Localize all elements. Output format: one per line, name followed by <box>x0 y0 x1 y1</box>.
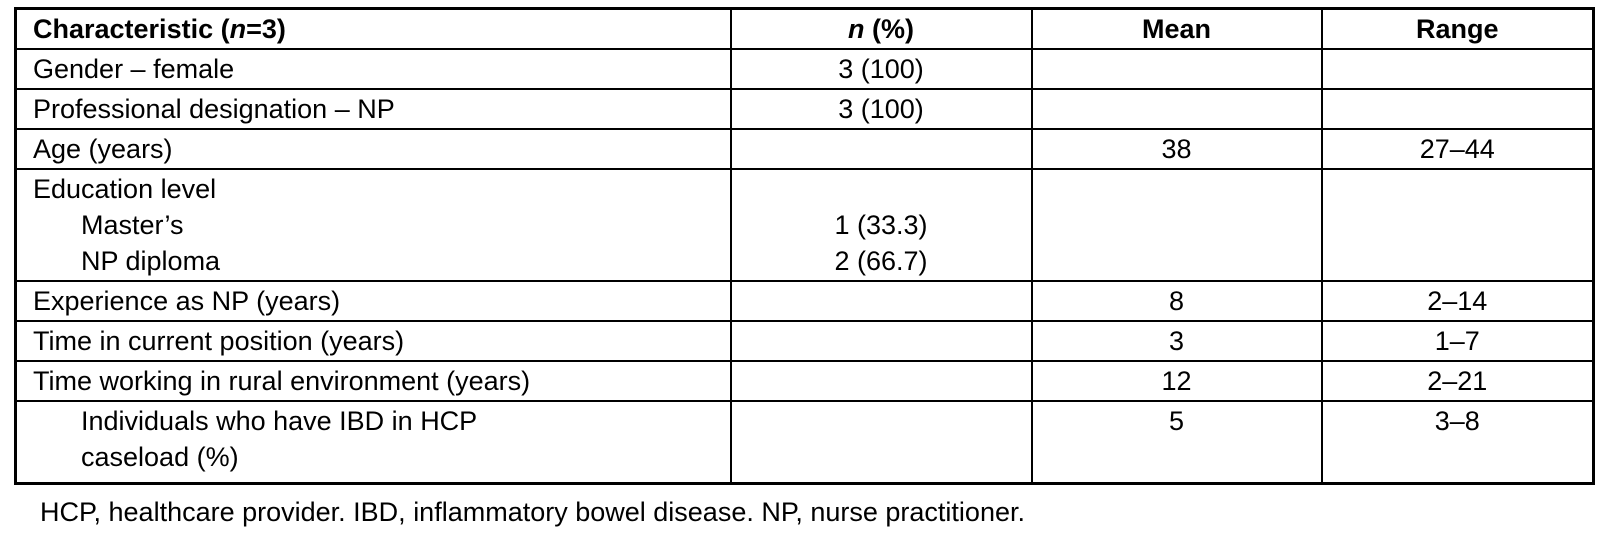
header-characteristic: Characteristic (n=3) <box>14 7 732 50</box>
gender-range-cell <box>1320 48 1595 90</box>
time-rural-range-cell: 2–21 <box>1320 360 1595 402</box>
education-np-diploma-n: 2 (66.7) <box>834 246 928 276</box>
row-age: Age (years) 38 27–44 <box>14 128 1595 170</box>
time-rural-label-cell: Time working in rural environment (years… <box>14 360 732 402</box>
time-position-n-cell <box>729 320 1033 362</box>
header-characteristic-n-italic: n <box>229 14 247 44</box>
education-np-diploma-label: NP diploma <box>81 246 221 276</box>
professional-range-cell <box>1320 88 1595 130</box>
row-gender: Gender – female 3 (100) <box>14 48 1595 90</box>
education-masters-n: 1 (33.3) <box>834 210 928 240</box>
ibd-caseload-n-cell <box>729 400 1033 485</box>
professional-mean-cell <box>1030 88 1323 130</box>
header-row: Characteristic (n=3) n (%) Mean Range <box>14 7 1595 50</box>
education-mean-cell <box>1030 168 1323 282</box>
header-characteristic-post: =3) <box>246 14 286 44</box>
time-rural-mean-cell: 12 <box>1030 360 1323 402</box>
education-n-blank-line <box>736 171 1027 207</box>
header-characteristic-pre: Characteristic ( <box>33 14 230 44</box>
gender-label-cell: Gender – female <box>14 48 732 90</box>
row-education-level: Education level Master’s NP diploma 1 (3… <box>14 168 1595 282</box>
ibd-caseload-range-cell: 3–8 <box>1320 400 1595 485</box>
ibd-caseload-label-cell: Individuals who have IBD in HCP caseload… <box>14 400 732 485</box>
time-position-label-cell: Time in current position (years) <box>14 320 732 362</box>
professional-n-cell: 3 (100) <box>729 88 1033 130</box>
time-position-range-cell: 1–7 <box>1320 320 1595 362</box>
ibd-caseload-label-line2: caseload (%) <box>81 442 239 472</box>
row-ibd-caseload: Individuals who have IBD in HCP caseload… <box>14 400 1595 485</box>
education-n-cell: 1 (33.3) 2 (66.7) <box>729 168 1033 282</box>
professional-label-cell: Professional designation – NP <box>14 88 732 130</box>
header-n-percent-post: (%) <box>864 14 914 44</box>
education-masters-label: Master’s <box>81 210 184 240</box>
header-mean: Mean <box>1030 7 1323 50</box>
age-range-cell: 27–44 <box>1320 128 1595 170</box>
education-range-cell <box>1320 168 1595 282</box>
time-position-mean-cell: 3 <box>1030 320 1323 362</box>
header-n-italic: n <box>848 14 865 44</box>
age-n-cell <box>729 128 1033 170</box>
ibd-caseload-mean-cell: 5 <box>1030 400 1323 485</box>
experience-n-cell <box>729 280 1033 322</box>
experience-range-cell: 2–14 <box>1320 280 1595 322</box>
ibd-caseload-label-line1: Individuals who have IBD in HCP <box>81 406 478 436</box>
gender-mean-cell <box>1030 48 1323 90</box>
experience-mean-cell: 8 <box>1030 280 1323 322</box>
header-range: Range <box>1320 7 1595 50</box>
row-time-rural-environment: Time working in rural environment (years… <box>14 360 1595 402</box>
header-n-percent: n (%) <box>729 7 1033 50</box>
experience-label-cell: Experience as NP (years) <box>14 280 732 322</box>
education-level-label: Education level <box>33 174 217 204</box>
table-footnote: HCP, healthcare provider. IBD, inflammat… <box>40 497 1025 527</box>
row-experience-as-np: Experience as NP (years) 8 2–14 <box>14 280 1595 322</box>
time-rural-n-cell <box>729 360 1033 402</box>
gender-n-cell: 3 (100) <box>729 48 1033 90</box>
education-label-cell: Education level Master’s NP diploma <box>14 168 732 282</box>
ibd-caseload-label: Individuals who have IBD in HCP caseload… <box>81 403 726 475</box>
row-time-current-position: Time in current position (years) 3 1–7 <box>14 320 1595 362</box>
age-mean-cell: 38 <box>1030 128 1323 170</box>
row-professional-designation: Professional designation – NP 3 (100) <box>14 88 1595 130</box>
age-label-cell: Age (years) <box>14 128 732 170</box>
participant-characteristics-table: Characteristic (n=3) n (%) Mean Range Ge… <box>14 7 1595 485</box>
